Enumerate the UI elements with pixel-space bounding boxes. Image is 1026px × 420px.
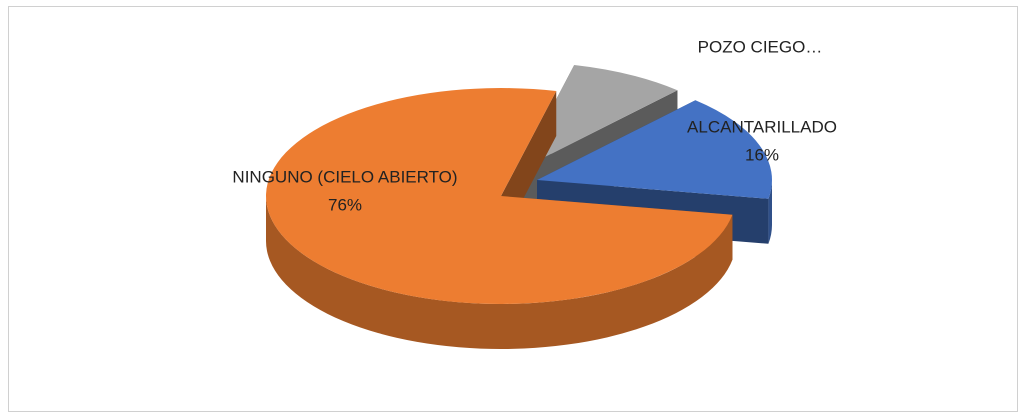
category-label: NINGUNO (CIELO ABIERTO) xyxy=(232,167,457,186)
value-label: 16% xyxy=(745,145,779,164)
pie xyxy=(266,65,772,349)
value-label: 76% xyxy=(328,195,362,214)
category-label: ALCANTARILLADO xyxy=(687,117,837,136)
labels: ALCANTARILLADO 16% NINGUNO (CIELO ABIERTO)… xyxy=(232,37,837,214)
slice-top xyxy=(537,100,772,199)
slice xyxy=(266,88,733,349)
slice-top xyxy=(266,88,733,304)
slice-top xyxy=(519,65,678,170)
slice-side xyxy=(768,180,772,244)
slice-side xyxy=(266,196,733,349)
category-label: POZO CIEGO… xyxy=(698,37,823,56)
